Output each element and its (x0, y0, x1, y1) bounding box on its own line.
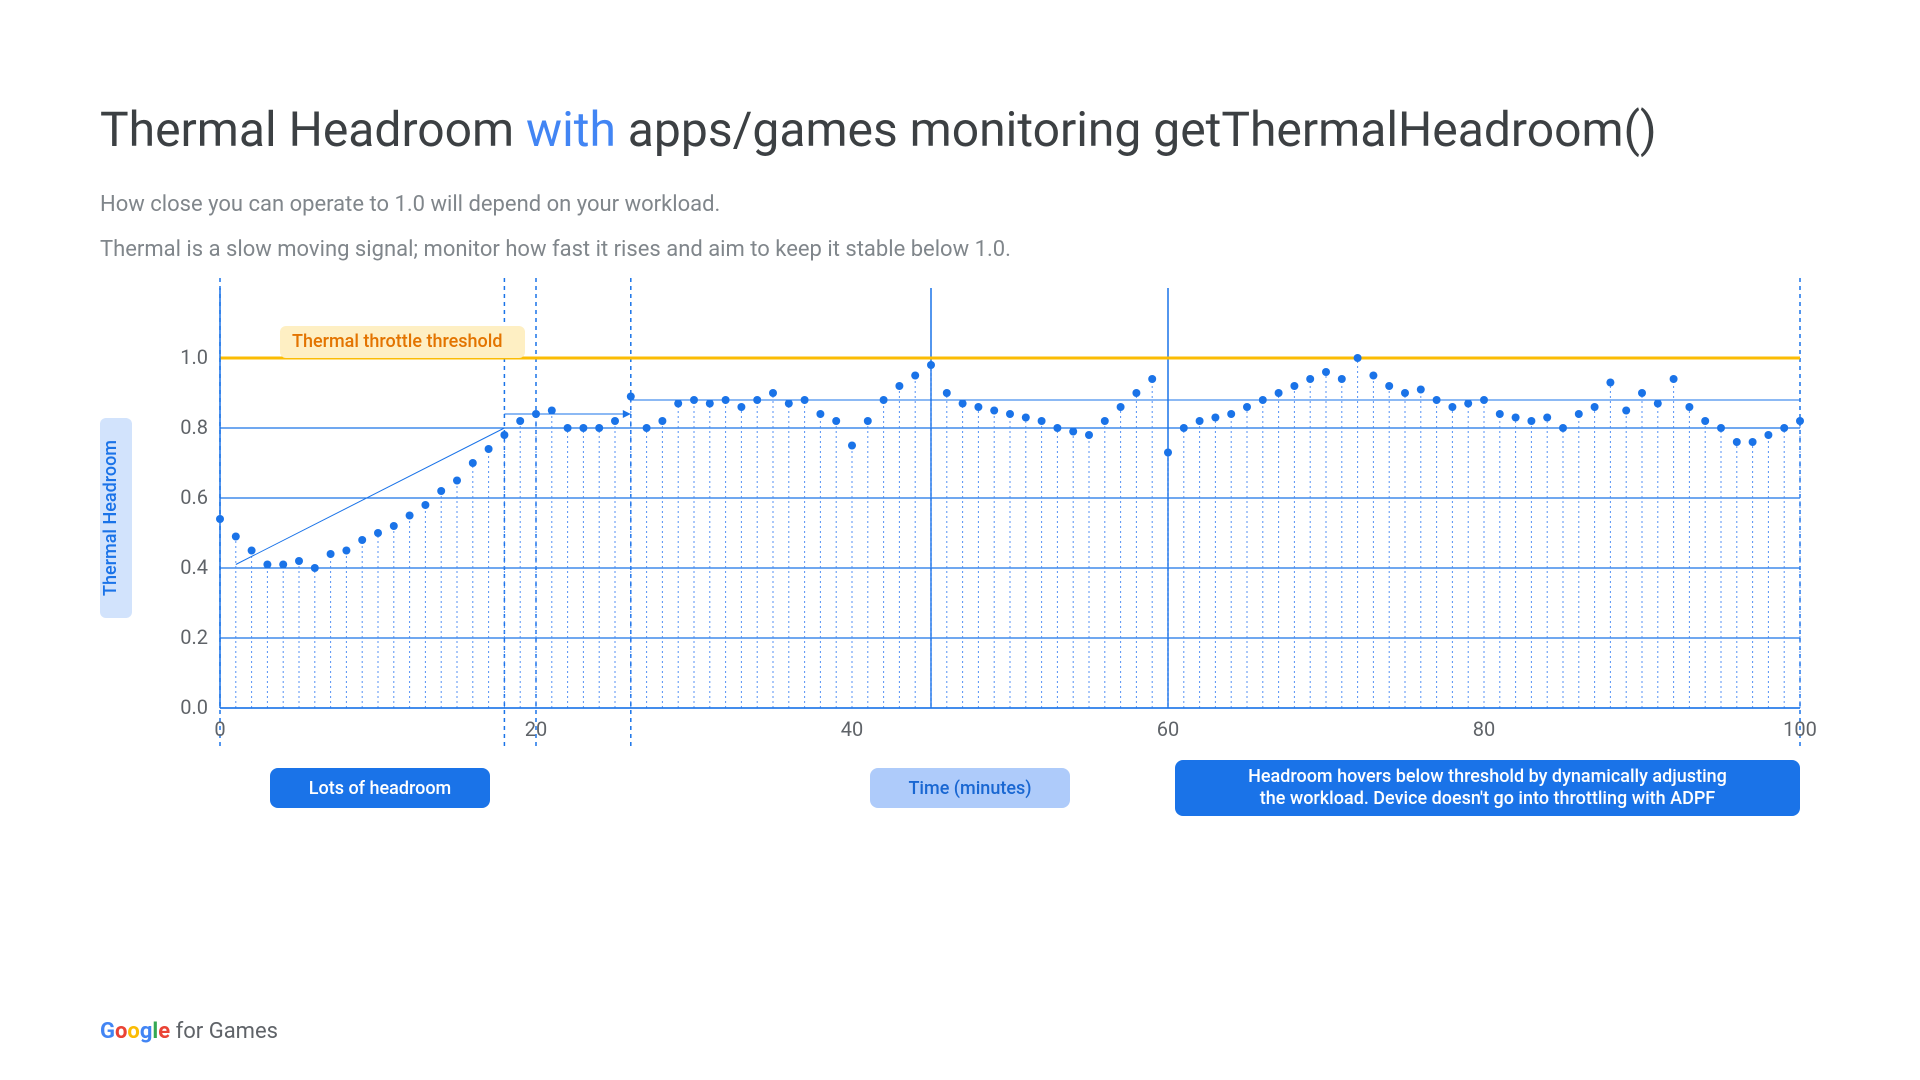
svg-text:0.2: 0.2 (180, 625, 208, 649)
svg-text:60: 60 (1157, 717, 1179, 741)
right-annotation-badge-line2: the workload. Device doesn't go into thr… (1260, 788, 1716, 809)
thermal-headroom-chart: 0.0 0.2 0.4 0.6 0.8 1.0 0 20 40 60 80 100 Thermal th… (100, 278, 1820, 848)
x-axis-label: Time (minutes) (908, 778, 1031, 799)
google-logo: Google (100, 1019, 176, 1044)
svg-text:0.0: 0.0 (180, 695, 208, 719)
svg-text:0.4: 0.4 (180, 555, 208, 579)
title-pre: Thermal Headroom (100, 101, 526, 158)
threshold-label: Thermal throttle threshold (292, 331, 503, 352)
branding-suffix: for Games (176, 1019, 278, 1044)
right-annotation-badge-line1: Headroom hovers below threshold by dynam… (1248, 766, 1727, 787)
subtitle-line-1: How close you can operate to 1.0 will de… (100, 188, 1820, 221)
svg-text:1.0: 1.0 (180, 345, 208, 369)
svg-text:20: 20 (525, 717, 547, 741)
title-post: apps/games monitoring getThermalHeadroom… (616, 101, 1657, 158)
subtitle-line-2: Thermal is a slow moving signal; monitor… (100, 233, 1820, 266)
y-axis-label: Thermal Headroom (100, 440, 121, 596)
chart-svg: 0.0 0.2 0.4 0.6 0.8 1.0 0 20 40 60 80 100 Thermal th… (100, 278, 1820, 848)
svg-text:0.8: 0.8 (180, 415, 208, 439)
svg-text:0: 0 (214, 717, 225, 741)
svg-text:80: 80 (1473, 717, 1495, 741)
title-accent: with (526, 101, 616, 158)
svg-text:40: 40 (841, 717, 863, 741)
left-annotation-badge: Lots of headroom (309, 778, 451, 799)
page-title: Thermal Headroom with apps/games monitor… (100, 100, 1820, 160)
svg-text:0.6: 0.6 (180, 485, 208, 509)
svg-text:100: 100 (1783, 717, 1817, 741)
google-for-games-branding: Google for Games (100, 1019, 278, 1044)
